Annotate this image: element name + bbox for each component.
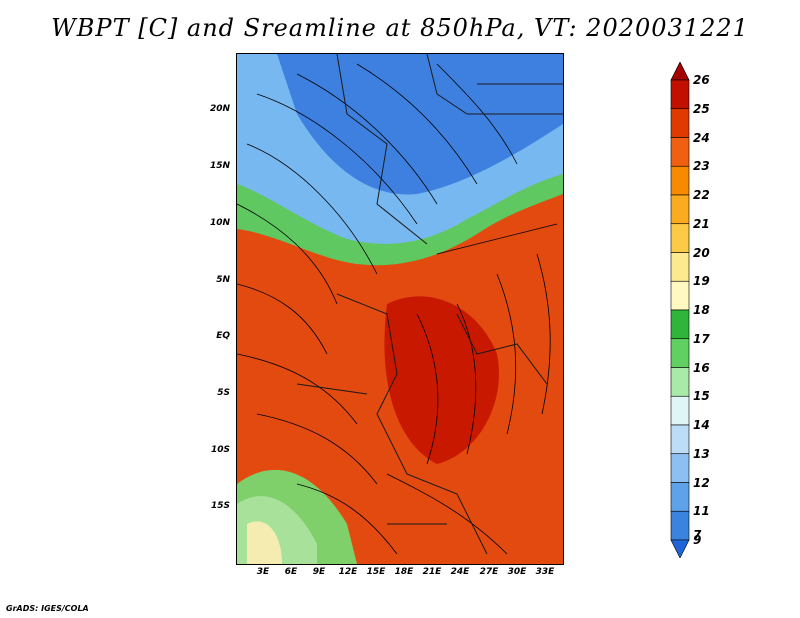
colorbar-swatch xyxy=(670,453,690,483)
lon-tick: 24E xyxy=(450,567,470,577)
lat-tick: 15N xyxy=(209,161,230,171)
colorbar-swatch xyxy=(670,395,690,426)
colorbar-label: 22 xyxy=(693,188,710,202)
colorbar-label: 26 xyxy=(693,73,710,87)
colorbar-label: 20 xyxy=(693,245,710,260)
colorbar-swatch xyxy=(670,539,690,558)
colorbar-label: 25 xyxy=(693,101,710,116)
lon-tick: 6E xyxy=(284,567,298,577)
lon-tick: 18E xyxy=(394,567,414,577)
lon-tick: 3E xyxy=(256,567,270,577)
colorbar-swatch xyxy=(670,194,690,225)
country-borders xyxy=(296,54,563,555)
colorbar-swatch xyxy=(670,165,690,196)
lat-tick: EQ xyxy=(216,331,230,341)
colorbar-label: 11 xyxy=(693,504,710,519)
colorbar-label: 19 xyxy=(693,274,710,289)
lat-tick: 15S xyxy=(210,501,230,511)
colorbar-swatch xyxy=(670,338,690,368)
colorbar-swatch xyxy=(670,424,690,455)
colorbar-swatch xyxy=(670,367,690,397)
lat-tick: 5S xyxy=(217,388,230,398)
lon-tick: 27E xyxy=(479,567,499,577)
southern-pale-region xyxy=(247,521,282,564)
colorbar-label: 21 xyxy=(693,216,710,231)
colorbar-swatch xyxy=(670,108,690,138)
colorbar-swatch xyxy=(670,482,690,512)
colorbar-swatch xyxy=(670,280,690,311)
lon-tick: 33E xyxy=(535,567,555,577)
colorbar-swatch xyxy=(670,309,690,340)
lon-tick: 9E xyxy=(312,567,326,577)
colorbar-swatch xyxy=(670,62,690,81)
lon-tick: 30E xyxy=(507,567,527,577)
colorbar-swatch xyxy=(670,252,690,282)
lon-tick: 12E xyxy=(338,567,358,577)
lat-tick: 10S xyxy=(210,445,230,455)
colorbar-label: 14 xyxy=(693,418,710,432)
colorbar-swatch xyxy=(670,79,690,110)
colorbar-label: 24 xyxy=(693,130,710,145)
hot-core xyxy=(384,296,499,464)
colorbar-swatch xyxy=(670,223,690,253)
colorbar-label: 9 xyxy=(693,533,702,547)
colorbar-swatch xyxy=(670,137,690,167)
lat-tick: 20N xyxy=(209,104,230,114)
lat-tick: 5N xyxy=(216,275,230,285)
colorbar-label: 17 xyxy=(693,331,710,346)
colorbar-label: 12 xyxy=(693,475,710,490)
colorbar-label: 13 xyxy=(693,446,710,461)
map-panel xyxy=(236,53,564,565)
lon-tick: 15E xyxy=(366,567,386,577)
colorbar-swatch xyxy=(670,510,690,541)
streamlines xyxy=(237,63,558,555)
map-title: WBPT [C] and Sreamline at 850hPa, VT: 20… xyxy=(51,14,749,42)
cold-core xyxy=(277,54,563,195)
lat-tick: 10N xyxy=(209,218,230,228)
wbpt-field xyxy=(237,54,563,564)
colorbar-label: 7 xyxy=(693,528,702,542)
footer-credit: GrADS: IGES/COLA xyxy=(6,604,89,613)
colorbar xyxy=(670,62,690,558)
colorbar-label: 16 xyxy=(693,360,710,375)
lon-tick: 21E xyxy=(422,567,442,577)
colorbar-label: 23 xyxy=(693,159,710,174)
colorbar-label: 18 xyxy=(693,303,710,317)
colorbar-label: 15 xyxy=(693,389,710,404)
